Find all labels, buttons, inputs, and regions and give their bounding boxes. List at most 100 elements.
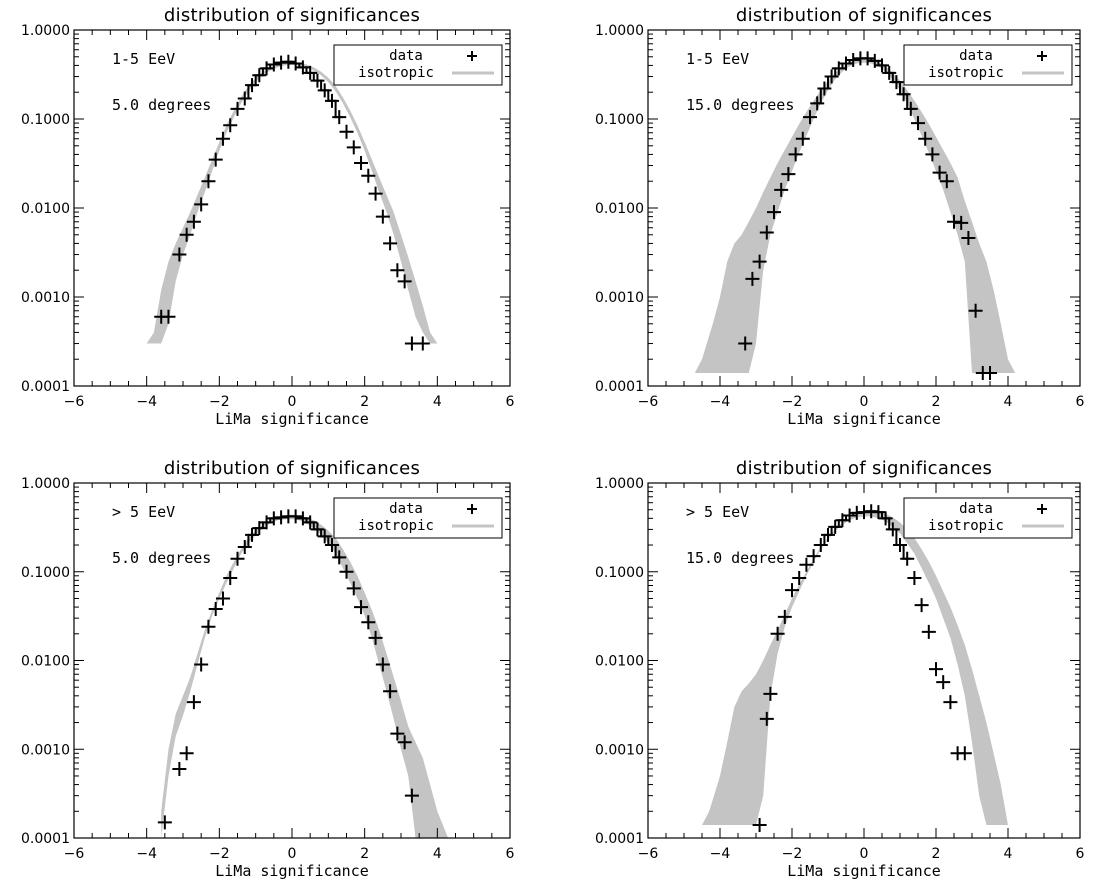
radius-annotation: 15.0 degrees bbox=[686, 549, 794, 567]
data-point bbox=[900, 551, 915, 566]
data-point bbox=[332, 110, 347, 125]
data-point bbox=[201, 619, 216, 634]
data-point bbox=[332, 550, 347, 565]
data-point bbox=[961, 231, 976, 246]
data-point bbox=[194, 197, 209, 212]
data-point bbox=[252, 68, 267, 83]
data-point bbox=[208, 152, 223, 167]
legend-label-data: data bbox=[959, 48, 993, 64]
data-point bbox=[929, 662, 943, 677]
legend-box bbox=[903, 497, 1073, 539]
data-point bbox=[186, 214, 201, 229]
data-point bbox=[745, 271, 760, 286]
x-tick-label: 0 bbox=[288, 394, 297, 410]
data-point bbox=[179, 227, 194, 242]
data-point bbox=[390, 263, 405, 278]
data-point bbox=[893, 538, 907, 553]
data-point bbox=[368, 186, 383, 201]
data-point bbox=[317, 83, 332, 98]
data-point bbox=[346, 140, 361, 155]
energy-annotation: > 5 EeV bbox=[686, 503, 749, 521]
data-point bbox=[295, 60, 310, 75]
data-point bbox=[788, 147, 803, 162]
x-tick-label: −6 bbox=[64, 846, 85, 862]
data-point bbox=[208, 602, 223, 617]
x-tick-label: 4 bbox=[433, 846, 442, 862]
data-point bbox=[237, 91, 252, 106]
energy-annotation: 1-5 EeV bbox=[112, 50, 175, 68]
data-point bbox=[237, 540, 252, 555]
data-point bbox=[324, 93, 339, 108]
data-point bbox=[867, 53, 882, 68]
legend-label-data: data bbox=[959, 501, 993, 517]
data-point bbox=[767, 205, 781, 220]
data-point bbox=[230, 551, 245, 566]
data-point bbox=[957, 746, 972, 761]
data-point bbox=[259, 515, 274, 530]
data-point bbox=[921, 624, 936, 639]
data-point bbox=[871, 505, 886, 520]
chart-panel-4: −6 −4 −2 0 2 4 6 1.0000 0.1000 0.0100 0.0010 0.0001… bbox=[595, 458, 1085, 880]
data-point bbox=[354, 156, 369, 171]
data-point bbox=[914, 598, 929, 613]
y-tick-label: 0.0100 bbox=[21, 654, 70, 670]
data-point bbox=[896, 87, 911, 102]
legend-marker-data bbox=[1037, 504, 1047, 514]
data-point bbox=[266, 57, 281, 72]
data-point bbox=[404, 788, 419, 803]
data-point bbox=[911, 116, 925, 131]
x-tick-label: −6 bbox=[638, 846, 659, 862]
data-point bbox=[817, 81, 832, 96]
data-point bbox=[774, 182, 789, 197]
data-point bbox=[903, 101, 918, 116]
data-point bbox=[324, 538, 339, 553]
data-point bbox=[368, 630, 383, 645]
y-tick-label: 0.0010 bbox=[21, 742, 70, 758]
legend-box bbox=[333, 497, 503, 539]
y-tick-label: 0.0010 bbox=[21, 290, 70, 306]
data-point bbox=[907, 571, 922, 586]
x-tick-label: −2 bbox=[782, 394, 803, 410]
chart-panel-3: −6 −4 −2 0 2 4 6 1.0000 0.1000 0.0100 0.0010 0.0001… bbox=[21, 458, 515, 880]
data-point bbox=[375, 657, 390, 672]
data-point bbox=[375, 209, 390, 224]
x-tick-label: −6 bbox=[638, 394, 659, 410]
legend-box bbox=[333, 44, 503, 86]
data-point bbox=[201, 174, 216, 189]
y-tick-label: 0.0100 bbox=[595, 654, 644, 670]
data-point bbox=[361, 615, 376, 630]
y-tick-label: 0.1000 bbox=[595, 565, 644, 581]
y-tick-label: 0.1000 bbox=[21, 565, 70, 581]
data-point bbox=[983, 365, 997, 380]
y-tick-label: 0.0100 bbox=[595, 201, 644, 217]
data-point bbox=[831, 61, 846, 76]
x-axis-label: LiMa significance bbox=[215, 862, 369, 880]
data-point bbox=[943, 695, 958, 710]
data-point bbox=[186, 695, 201, 710]
y-tick-label: 1.0000 bbox=[21, 23, 70, 39]
data-point bbox=[939, 174, 954, 189]
data-point bbox=[303, 515, 318, 530]
legend-label-isotropic: isotropic bbox=[928, 518, 1004, 534]
chart-title: distribution of significances bbox=[736, 5, 992, 26]
data-point bbox=[752, 254, 767, 269]
x-tick-label: 0 bbox=[288, 846, 297, 862]
data-point bbox=[759, 711, 774, 726]
x-tick-label: 4 bbox=[433, 394, 442, 410]
data-point bbox=[918, 131, 933, 146]
data-point bbox=[215, 591, 230, 606]
legend-box bbox=[903, 44, 1073, 86]
x-tick-label: 2 bbox=[360, 846, 369, 862]
x-tick-label: −6 bbox=[64, 394, 85, 410]
x-tick-label: −4 bbox=[710, 846, 731, 862]
data-point bbox=[968, 303, 983, 318]
data-point bbox=[803, 110, 817, 125]
y-tick-label: 0.1000 bbox=[21, 112, 70, 128]
data-point bbox=[310, 522, 325, 537]
data-point bbox=[223, 118, 238, 133]
data-point bbox=[383, 236, 398, 251]
data-point bbox=[759, 225, 774, 240]
data-point bbox=[317, 529, 332, 544]
